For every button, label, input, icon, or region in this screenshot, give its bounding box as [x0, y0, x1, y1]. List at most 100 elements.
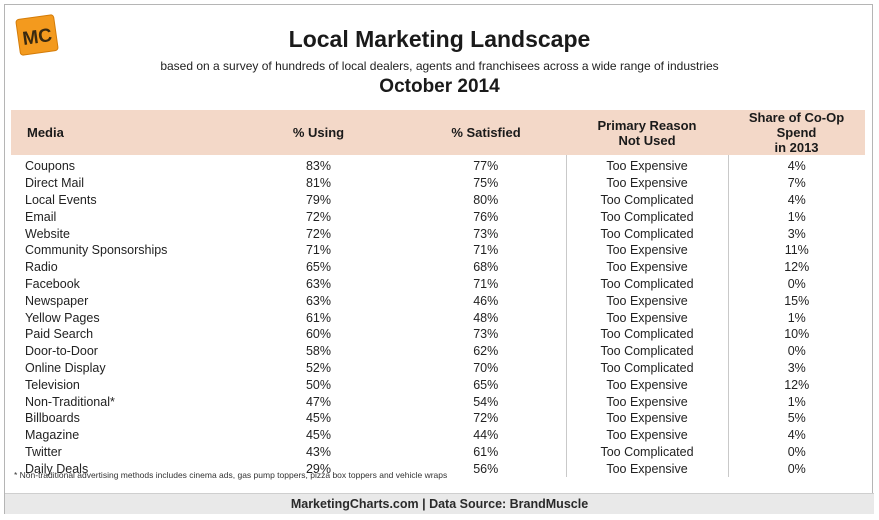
cell-pct-using: 43% — [305, 444, 332, 459]
cell-media: Twitter — [25, 444, 62, 459]
header-coop-share: Share of Co-Op Spend in 2013 — [728, 110, 865, 155]
table-row: Television 50% 65% Too Expensive 12% — [11, 376, 865, 394]
cell-primary-reason: Too Expensive — [566, 292, 729, 310]
table-row: Non-Traditional* 47% 54% Too Expensive 1% — [11, 393, 865, 410]
cell-media: Non-Traditional* — [25, 394, 115, 409]
cell-coop-share: 0% — [787, 461, 806, 476]
cell-primary-reason: Too Complicated — [566, 275, 729, 293]
header-pct-satisfied: % Satisfied — [406, 110, 566, 155]
cell-coop-share: 0% — [787, 444, 806, 459]
cell-pct-satisfied: 75% — [406, 174, 567, 192]
cell-coop-share: 12% — [784, 260, 810, 275]
cell-pct-using: 83% — [305, 159, 332, 174]
table-row: Direct Mail 81% 75% Too Expensive 7% — [11, 174, 865, 192]
cell-coop-share: 5% — [787, 411, 806, 426]
table-row: Door-to-Door 58% 62% Too Complicated 0% — [11, 342, 865, 360]
table-row: Local Events 79% 80% Too Complicated 4% — [11, 191, 865, 209]
source-footer: MarketingCharts.com | Data Source: Brand… — [5, 493, 874, 514]
cell-media: Community Sponsorships — [25, 243, 168, 258]
cell-pct-using: 72% — [305, 226, 332, 241]
cell-primary-reason: Too Complicated — [566, 443, 729, 461]
cell-pct-using: 81% — [305, 176, 332, 191]
cell-pct-using: 71% — [305, 243, 332, 258]
cell-coop-share: 4% — [787, 428, 806, 443]
cell-pct-satisfied: 80% — [406, 191, 567, 209]
cell-media: Billboards — [25, 411, 80, 426]
cell-pct-using: 61% — [305, 310, 332, 325]
cell-media: Daily Deals — [25, 461, 89, 476]
header-media: Media — [11, 110, 231, 155]
cell-pct-using: 29% — [305, 461, 332, 476]
cell-media: Magazine — [25, 428, 80, 443]
cell-media: Door-to-Door — [25, 344, 98, 359]
table-row: Email 72% 76% Too Complicated 1% — [11, 208, 865, 226]
cell-pct-using: 65% — [305, 260, 332, 275]
data-table: Media% Using% Satisfied Primary Reason Not… — [11, 110, 865, 478]
cell-pct-satisfied: 68% — [406, 258, 567, 276]
cell-coop-share: 1% — [787, 310, 806, 325]
cell-media: Email — [25, 209, 57, 224]
cell-pct-using: 45% — [305, 411, 332, 426]
cell-media: Radio — [25, 260, 58, 275]
cell-primary-reason: Too Expensive — [566, 241, 729, 259]
cell-pct-using: 52% — [305, 360, 332, 375]
data-table-container: Media% Using% Satisfied Primary Reason Not… — [11, 110, 865, 478]
header-pct-using: % Using — [231, 110, 406, 155]
cell-coop-share: 12% — [784, 377, 810, 392]
cell-pct-using: 60% — [305, 327, 332, 342]
cell-coop-share: 3% — [787, 226, 806, 241]
cell-coop-share: 0% — [787, 344, 806, 359]
cell-coop-share: 3% — [787, 360, 806, 375]
cell-pct-using: 58% — [305, 344, 332, 359]
cell-primary-reason: Too Expensive — [566, 258, 729, 276]
cell-media: Paid Search — [25, 327, 94, 342]
cell-primary-reason: Too Expensive — [566, 155, 729, 175]
cell-coop-share: 4% — [787, 192, 806, 207]
cell-media: Website — [25, 226, 70, 241]
cell-pct-satisfied: 54% — [406, 393, 567, 410]
cell-pct-using: 45% — [305, 428, 332, 443]
table-row: Daily Deals 29% 56% Too Expensive 0% — [11, 460, 865, 478]
cell-media: Newspaper — [25, 293, 89, 308]
table-row: Twitter 43% 61% Too Complicated 0% — [11, 443, 865, 461]
cell-pct-satisfied: 72% — [406, 409, 567, 427]
marketingcharts-logo: MC — [15, 14, 59, 56]
table-row: Facebook 63% 71% Too Complicated 0% — [11, 275, 865, 293]
cell-primary-reason: Too Complicated — [566, 342, 729, 360]
chart-date: October 2014 — [379, 76, 500, 97]
cell-pct-satisfied: 65% — [406, 376, 567, 394]
table-row: Newspaper 63% 46% Too Expensive 15% — [11, 292, 865, 310]
cell-pct-satisfied: 48% — [406, 309, 567, 326]
table-header-row: Media% Using% Satisfied Primary Reason Not… — [11, 110, 865, 155]
logo-text: MC — [21, 25, 53, 50]
table-row: Coupons 83% 77% Too Expensive 4% — [11, 155, 865, 175]
cell-coop-share: 11% — [784, 243, 809, 258]
cell-pct-satisfied: 76% — [406, 208, 567, 226]
cell-pct-using: 63% — [305, 276, 332, 291]
cell-coop-share: 15% — [784, 293, 810, 308]
cell-media: Online Display — [25, 360, 106, 375]
cell-coop-share: 0% — [787, 276, 806, 291]
cell-media: Television — [25, 377, 80, 392]
footnote: * Non-traditional advertising methods in… — [14, 470, 448, 480]
cell-pct-satisfied: 62% — [406, 342, 567, 360]
cell-pct-satisfied: 46% — [406, 292, 567, 310]
table-row: Radio 65% 68% Too Expensive 12% — [11, 258, 865, 276]
cell-pct-satisfied: 73% — [406, 325, 567, 343]
cell-primary-reason: Too Expensive — [566, 409, 729, 427]
table-row: Billboards 45% 72% Too Expensive 5% — [11, 409, 865, 427]
cell-pct-satisfied: 61% — [406, 443, 567, 461]
cell-media: Coupons — [25, 159, 76, 174]
cell-pct-using: 79% — [305, 192, 332, 207]
cell-pct-satisfied: 77% — [406, 155, 567, 175]
cell-primary-reason: Too Expensive — [566, 309, 729, 326]
cell-pct-satisfied: 56% — [406, 460, 567, 478]
cell-pct-satisfied: 44% — [406, 426, 567, 444]
chart-subtitle: based on a survey of hundreds of local d… — [160, 59, 719, 73]
table-row: Magazine 45% 44% Too Expensive 4% — [11, 426, 865, 444]
cell-pct-using: 72% — [305, 209, 332, 224]
cell-pct-satisfied: 70% — [406, 359, 567, 377]
cell-primary-reason: Too Expensive — [566, 174, 729, 192]
cell-primary-reason: Too Complicated — [566, 191, 729, 209]
cell-coop-share: 10% — [784, 327, 810, 342]
